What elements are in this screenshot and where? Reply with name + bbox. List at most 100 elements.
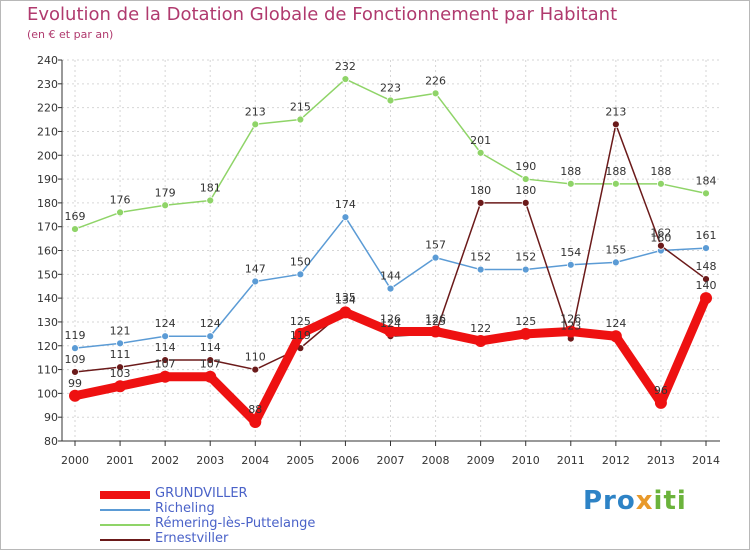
point-richeling <box>431 253 440 262</box>
x-tick-label: 2009 <box>467 454 495 467</box>
data-label-grundviller: 125 <box>515 315 536 328</box>
point-ernestviller <box>251 365 260 374</box>
y-tick-label: 80 <box>44 435 58 448</box>
data-label-grundviller: 88 <box>248 403 262 416</box>
point-richeling <box>566 260 575 269</box>
y-tick-label: 210 <box>37 125 58 138</box>
point-richeling <box>386 284 395 293</box>
data-label-grundviller: 126 <box>560 312 581 325</box>
legend-label-grundviller: GRUNDVILLER <box>155 486 248 501</box>
point-grundviller <box>564 325 577 338</box>
point-richeling <box>116 339 124 348</box>
data-label-ernestviller: 114 <box>155 341 176 354</box>
data-label-richeling: 152 <box>470 251 491 264</box>
data-label-remering: 179 <box>155 186 176 199</box>
point-ernestviller <box>206 356 215 364</box>
data-label-remering: 188 <box>605 165 626 178</box>
point-remering <box>476 148 485 157</box>
data-label-grundviller: 96 <box>654 384 668 397</box>
point-remering <box>702 189 710 198</box>
data-label-remering: 232 <box>335 60 356 73</box>
legend-swatch-richeling <box>100 509 150 511</box>
y-tick-label: 120 <box>37 340 58 353</box>
legend-label-richeling: Richeling <box>155 501 215 516</box>
point-ernestviller <box>657 241 665 250</box>
data-label-grundviller: 124 <box>605 317 626 330</box>
point-ernestviller <box>702 275 710 283</box>
x-tick-label: 2006 <box>331 454 359 467</box>
x-tick-label: 2010 <box>512 454 540 467</box>
data-label-remering: 201 <box>470 134 491 147</box>
y-tick-label: 180 <box>37 197 58 210</box>
x-tick-label: 2005 <box>286 454 314 467</box>
point-richeling <box>702 244 710 253</box>
y-tick-label: 240 <box>37 54 58 67</box>
data-label-remering: 169 <box>65 210 86 223</box>
y-tick-label: 170 <box>37 221 58 234</box>
point-richeling <box>341 213 350 222</box>
x-tick-label: 2012 <box>602 454 630 467</box>
data-label-grundviller: 126 <box>380 312 401 325</box>
data-label-grundviller: 140 <box>696 279 717 292</box>
data-label-richeling: 157 <box>425 239 446 252</box>
point-grundviller <box>294 327 307 340</box>
point-richeling <box>206 332 215 341</box>
point-remering <box>296 115 305 124</box>
data-label-richeling: 155 <box>605 243 626 256</box>
point-remering <box>566 179 575 188</box>
point-remering <box>386 96 395 105</box>
point-ernestviller <box>116 363 124 372</box>
legend-label-ernestviller: Ernestviller <box>155 531 229 546</box>
data-label-remering: 223 <box>380 81 401 94</box>
point-richeling <box>521 265 530 274</box>
x-tick-label: 2008 <box>422 454 450 467</box>
data-label-grundviller: 122 <box>470 322 491 335</box>
data-label-richeling: 147 <box>245 262 266 275</box>
data-label-ernestviller: 114 <box>200 341 221 354</box>
legend-swatch-remering <box>100 524 150 526</box>
point-ernestviller <box>161 356 170 364</box>
point-grundviller <box>429 325 442 338</box>
legend-swatch-grundviller <box>100 491 150 499</box>
point-grundviller <box>609 330 622 343</box>
point-remering <box>341 75 350 83</box>
y-tick-label: 190 <box>37 173 58 186</box>
x-tick-label: 2001 <box>106 454 134 467</box>
point-remering <box>521 175 530 183</box>
point-grundviller <box>249 415 262 428</box>
data-label-ernestviller: 110 <box>245 351 266 364</box>
data-label-richeling: 152 <box>515 251 536 264</box>
point-richeling <box>161 332 170 341</box>
point-ernestviller <box>71 368 79 376</box>
data-label-ernestviller: 162 <box>650 227 671 240</box>
data-label-ernestviller: 123 <box>560 320 581 333</box>
point-grundviller <box>69 389 81 402</box>
point-grundviller <box>204 370 217 383</box>
data-label-richeling: 154 <box>560 246 581 259</box>
x-tick-label: 2003 <box>196 454 224 467</box>
x-tick-label: 2000 <box>61 454 89 467</box>
y-tick-label: 150 <box>37 268 58 281</box>
point-remering <box>431 89 440 98</box>
point-richeling <box>611 258 620 267</box>
point-remering <box>251 120 260 129</box>
data-label-ernestviller: 119 <box>290 329 311 342</box>
x-tick-label: 2011 <box>557 454 585 467</box>
data-label-grundviller: 125 <box>290 315 311 328</box>
data-label-richeling: 121 <box>110 324 131 337</box>
data-label-richeling: 144 <box>380 270 401 283</box>
data-label-grundviller: 103 <box>110 367 131 380</box>
data-label-grundviller: 126 <box>425 312 446 325</box>
y-tick-label: 110 <box>37 364 58 377</box>
data-label-remering: 226 <box>425 74 446 87</box>
point-grundviller <box>654 396 667 409</box>
data-label-richeling: 124 <box>155 317 176 330</box>
point-richeling <box>476 265 485 274</box>
y-tick-label: 220 <box>37 102 58 115</box>
data-label-ernestviller: 125 <box>425 315 446 328</box>
chart-title: Evolution de la Dotation Globale de Fonc… <box>27 4 618 25</box>
data-label-remering: 213 <box>245 105 266 118</box>
data-label-ernestviller: 148 <box>696 260 717 273</box>
